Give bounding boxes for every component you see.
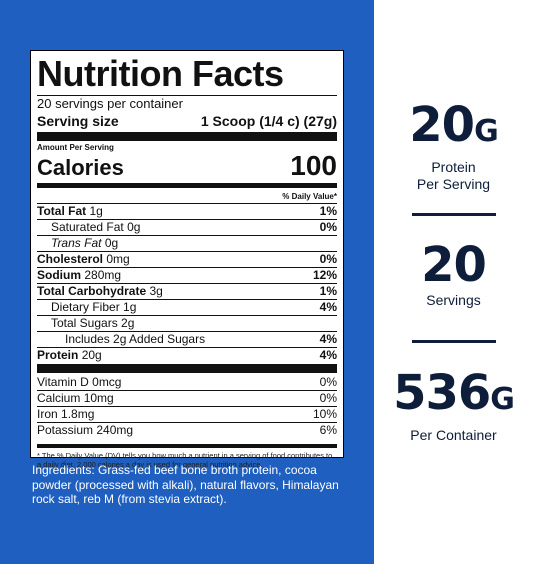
nutrient-row-saturated-fat: Saturated Fat 0g 0% xyxy=(37,219,337,235)
divider xyxy=(412,340,496,343)
serving-size-value: 1 Scoop (1/4 c) (27g) xyxy=(200,113,337,129)
vitamin-row-calcium: Calcium 10mg 0% xyxy=(37,390,337,405)
daily-value-header: % Daily Value* xyxy=(282,192,337,201)
stat-per-container: 536G Per Container xyxy=(374,366,533,444)
calories-row: Calories 100 xyxy=(37,150,337,181)
stat-value: 20 xyxy=(409,97,475,153)
servings-per-container: 20 servings per container xyxy=(37,96,183,111)
nutrition-facts-title: Nutrition Facts xyxy=(37,53,284,94)
stat-value: 536 xyxy=(393,365,491,421)
calories-value: 100 xyxy=(290,150,337,181)
stat-servings: 20 Servings xyxy=(374,238,533,309)
serving-size-row: Serving size 1 Scoop (1/4 c) (27g) xyxy=(37,112,337,130)
ingredients-text: Ingredients: Grass-fed beef bone broth p… xyxy=(32,463,339,506)
nutrient-row-protein: Protein 20g 4% xyxy=(37,347,337,362)
stat-value: 20 xyxy=(421,237,487,293)
stat-unit: G xyxy=(490,382,515,417)
nutrient-row-cholesterol: Cholesterol 0mg 0% xyxy=(37,251,337,266)
product-info-panel: Nutrition Facts 20 servings per containe… xyxy=(0,0,374,564)
divider xyxy=(412,213,496,216)
daily-value-footnote: * The % Daily Value (DV) tells you how m… xyxy=(37,444,337,469)
vitamin-row-vitamin-d: Vitamin D 0mcg 0% xyxy=(37,375,337,389)
nutrient-row-total-sugars: Total Sugars 2g xyxy=(37,315,337,331)
stat-caption: Per Serving xyxy=(416,176,491,192)
nutrient-row-total-carbohydrate: Total Carbohydrate 3g 1% xyxy=(37,283,337,298)
nutrient-row-trans-fat: Trans Fat 0g xyxy=(37,235,337,251)
nutrient-row-dietary-fiber: Dietary Fiber 1g 4% xyxy=(37,299,337,315)
vitamin-row-potassium: Potassium 240mg 6% xyxy=(37,422,337,437)
nutrient-row-added-sugars: Includes 2g Added Sugars 4% xyxy=(37,331,337,347)
stats-panel: 20G Protein Per Serving 20 Servings 536G… xyxy=(374,0,533,564)
calories-label: Calories xyxy=(37,155,124,180)
stat-caption: Per Container xyxy=(410,427,497,443)
nutrition-facts-label: Nutrition Facts 20 servings per containe… xyxy=(30,50,344,469)
stat-unit: G xyxy=(474,114,499,149)
nutrient-row-total-fat: Total Fat 1g 1% xyxy=(37,203,337,218)
stat-caption: Servings xyxy=(426,292,481,308)
stat-protein-per-serving: 20G Protein Per Serving xyxy=(374,98,533,193)
stat-caption: Protein xyxy=(431,159,476,175)
serving-size-label: Serving size xyxy=(37,113,119,129)
vitamin-row-iron: Iron 1.8mg 10% xyxy=(37,406,337,421)
amount-per-serving: Amount Per Serving xyxy=(37,143,114,152)
nutrient-row-sodium: Sodium 280mg 12% xyxy=(37,267,337,282)
